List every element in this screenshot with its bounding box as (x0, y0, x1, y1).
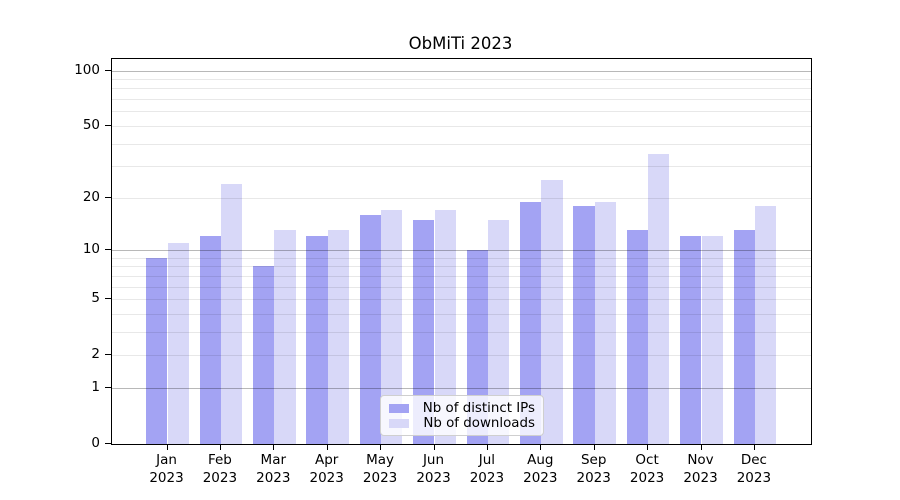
x-tick-mark-sep (593, 444, 595, 450)
gridline-3 (112, 331, 811, 333)
y-tick-label-5: 5 (91, 290, 100, 306)
plot-area: Nb of distinct IPs Nb of downloads (111, 58, 812, 445)
bar-downloads-may (381, 210, 403, 444)
x-tick-label-apr: Apr 2023 (309, 452, 344, 486)
bar-ips-apr (306, 236, 328, 444)
x-tick-label-feb: Feb 2023 (202, 452, 238, 486)
gridline-6 (112, 286, 811, 288)
x-tick-label-may: May 2023 (362, 452, 398, 486)
legend-item-downloads: Nb of downloads (389, 416, 535, 431)
gridline-100 (112, 70, 811, 72)
y-tick-label-2: 2 (91, 346, 100, 363)
y-tick-mark-1 (105, 386, 111, 389)
gridline-60 (112, 111, 811, 113)
legend: Nb of distinct IPs Nb of downloads (380, 395, 544, 436)
bar-downloads-jan (167, 242, 189, 444)
y-tick-mark-20 (105, 196, 111, 198)
bar-downloads-jun (434, 210, 456, 444)
bar-ips-jan (146, 257, 168, 444)
x-tick-mark-aug (540, 444, 542, 450)
x-tick-label-nov: Nov 2023 (683, 452, 718, 486)
y-tick-label-100: 100 (74, 61, 100, 78)
bar-downloads-oct (648, 154, 670, 444)
gridline-5 (112, 299, 811, 300)
x-tick-label-sep: Sep 2023 (576, 452, 611, 486)
y-tick-label-50: 50 (82, 116, 100, 133)
y-tick-label-0: 0 (91, 435, 100, 451)
bar-downloads-aug (541, 180, 563, 444)
x-tick-mark-jun (433, 444, 435, 450)
x-tick-mark-jan (166, 444, 168, 450)
x-tick-mark-jul (486, 444, 489, 450)
y-tick-label-10: 10 (82, 240, 100, 257)
x-tick-mark-feb (219, 444, 222, 450)
bar-ips-oct (626, 230, 649, 444)
bar-downloads-feb (220, 183, 243, 444)
gridline-30 (112, 166, 811, 168)
bar-ips-dec (733, 230, 755, 444)
x-tick-mark-nov (700, 444, 702, 450)
x-tick-mark-may (380, 444, 382, 450)
x-tick-label-jun: Jun 2023 (416, 452, 451, 486)
legend-swatch-downloads-icon (389, 419, 410, 428)
gridline-9 (112, 257, 811, 259)
y-tick-mark-5 (105, 298, 111, 300)
bar-ips-jun (413, 219, 435, 444)
bar-downloads-dec (754, 205, 777, 444)
gridline-40 (112, 143, 811, 145)
gridline-20 (112, 197, 811, 199)
bar-ips-mar (252, 266, 275, 444)
y-tick-label-1: 1 (91, 378, 100, 395)
x-tick-mark-mar (273, 444, 275, 450)
gridline-90 (112, 78, 811, 80)
x-tick-mark-oct (647, 444, 649, 450)
y-tick-label-20: 20 (82, 188, 100, 205)
y-tick-mark-10 (105, 248, 111, 251)
x-tick-label-mar: Mar 2023 (256, 452, 291, 486)
x-tick-label-jul: Jul 2023 (469, 452, 505, 486)
x-tick-mark-dec (753, 444, 756, 450)
y-tick-mark-50 (105, 124, 111, 126)
x-tick-label-dec: Dec 2023 (736, 452, 772, 486)
y-tick-mark-0 (105, 443, 111, 445)
bar-downloads-nov (701, 236, 723, 444)
legend-label-downloads: Nb of downloads (423, 416, 535, 431)
gridline-70 (112, 99, 811, 100)
legend-label-ips: Nb of distinct IPs (422, 401, 535, 416)
gridline-8 (112, 266, 811, 268)
x-tick-label-aug: Aug 2023 (523, 452, 558, 486)
gridline-80 (112, 88, 811, 90)
x-tick-label-oct: Oct 2023 (629, 452, 665, 486)
gridline-50 (112, 125, 811, 127)
bar-downloads-mar (274, 230, 296, 444)
x-tick-mark-apr (326, 444, 328, 450)
legend-swatch-ips-icon (389, 404, 409, 413)
gridline-7 (112, 275, 811, 277)
bar-ips-sep (573, 205, 595, 444)
bar-ips-feb (199, 236, 221, 444)
gridline-10 (112, 249, 811, 251)
gridline-4 (112, 313, 811, 315)
bar-ips-may (359, 214, 382, 444)
y-tick-mark-2 (105, 354, 111, 356)
y-tick-mark-100 (105, 69, 111, 71)
bar-downloads-sep (594, 201, 617, 444)
gridline-2 (112, 355, 811, 357)
bar-ips-nov (680, 236, 702, 444)
bar-ips-aug (519, 201, 542, 444)
chart-title: ObMiTi 2023 (408, 34, 513, 53)
legend-item-distinct-ips: Nb of distinct IPs (389, 401, 535, 416)
x-tick-label-jan: Jan 2023 (149, 452, 184, 486)
gridline-1 (112, 387, 811, 389)
bar-downloads-jul (487, 219, 510, 444)
bar-downloads-apr (327, 230, 350, 444)
